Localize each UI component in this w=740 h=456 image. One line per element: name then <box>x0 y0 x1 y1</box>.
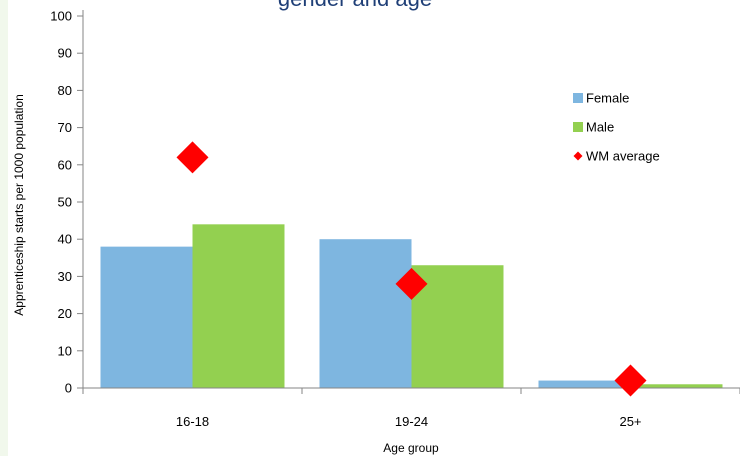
y-tick-label-30: 30 <box>58 269 72 284</box>
legend-label-female: Female <box>586 91 629 106</box>
x-tick-label-25: 25+ <box>619 414 641 429</box>
marker-wm-average-19-24 <box>395 267 428 300</box>
bar-female-25 <box>538 380 631 388</box>
chart-title: gender and age <box>278 0 432 11</box>
left-border-strip <box>0 0 8 456</box>
y-tick-label-20: 20 <box>58 306 72 321</box>
bar-female-19-24 <box>319 239 412 388</box>
marker-wm-average-25 <box>614 364 647 397</box>
bars-layer <box>100 224 723 388</box>
y-tick-label-100: 100 <box>50 9 72 24</box>
y-tick-label-60: 60 <box>58 157 72 172</box>
y-tick-label-90: 90 <box>58 46 72 61</box>
x-axis-ticks: 16-18 19-24 25+ <box>176 414 642 429</box>
x-tick-label-19-24: 19-24 <box>395 414 428 429</box>
marker-wm-average-16-18 <box>176 141 209 174</box>
markers-layer <box>176 141 647 397</box>
x-tick-label-16-18: 16-18 <box>176 414 209 429</box>
y-tick-label-0: 0 <box>65 381 72 396</box>
legend-swatch-male <box>573 122 583 132</box>
y-axis-title: Apprenticeship starts per 1000 populatio… <box>12 94 26 315</box>
y-tick-label-10: 10 <box>58 343 72 358</box>
legend-swatch-female <box>573 93 583 103</box>
legend: Female Male WM average <box>573 91 660 164</box>
bar-male-19-24 <box>411 265 504 388</box>
bar-male-25 <box>630 384 723 388</box>
bar-male-16-18 <box>192 224 285 388</box>
y-tick-label-70: 70 <box>58 120 72 135</box>
y-tick-label-40: 40 <box>58 232 72 247</box>
y-tick-label-80: 80 <box>58 83 72 98</box>
legend-label-male: Male <box>586 120 614 135</box>
x-axis-title: Age group <box>383 441 439 455</box>
legend-swatch-wm-average <box>573 151 583 161</box>
y-tick-label-50: 50 <box>58 195 72 210</box>
legend-label-wm-average: WM average <box>586 149 660 164</box>
bar-female-16-18 <box>100 246 193 388</box>
y-axis-ticks: 0 10 20 30 40 50 60 70 80 90 100 <box>50 9 72 396</box>
